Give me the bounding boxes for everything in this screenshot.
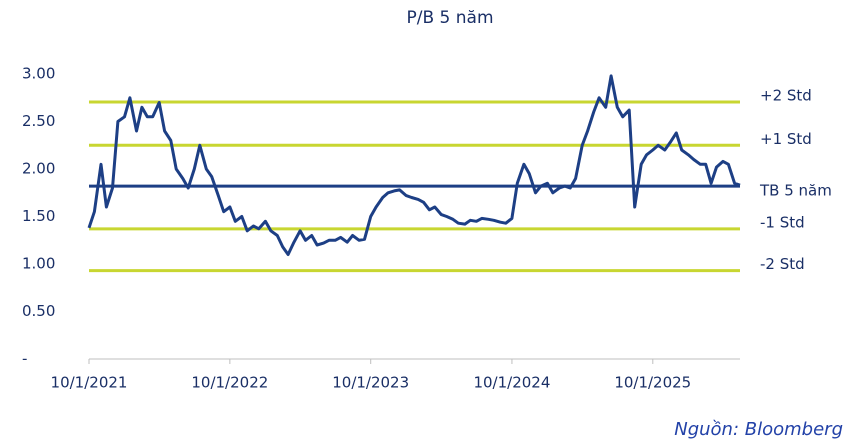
x-tick-label: 10/1/2023 xyxy=(332,374,409,392)
y-tick-label: - xyxy=(22,350,27,368)
y-tick-label: 1.00 xyxy=(22,255,55,273)
x-tick-label: 10/1/2024 xyxy=(473,374,550,392)
y-tick-label: 3.00 xyxy=(22,65,55,83)
y-tick-label: 0.50 xyxy=(22,302,55,320)
chart-title: P/B 5 năm xyxy=(406,8,493,28)
pb-line xyxy=(87,74,741,256)
x-tick-label: 10/1/2021 xyxy=(51,374,128,392)
reference-label: TB 5 năm xyxy=(759,182,832,200)
reference-label: +2 Std xyxy=(760,87,812,105)
x-tick-label: 10/1/2025 xyxy=(614,374,691,392)
reference-label: -2 Std xyxy=(760,255,805,273)
source: Nguồn: Bloomberg xyxy=(674,419,843,440)
x-tick-label: 10/1/2022 xyxy=(191,374,268,392)
y-tick-label: 2.50 xyxy=(22,112,55,130)
reference-label: +1 Std xyxy=(760,130,812,148)
y-tick-label: 2.00 xyxy=(22,160,55,178)
reference-label: -1 Std xyxy=(760,213,805,231)
y-tick-label: 1.50 xyxy=(22,207,55,225)
